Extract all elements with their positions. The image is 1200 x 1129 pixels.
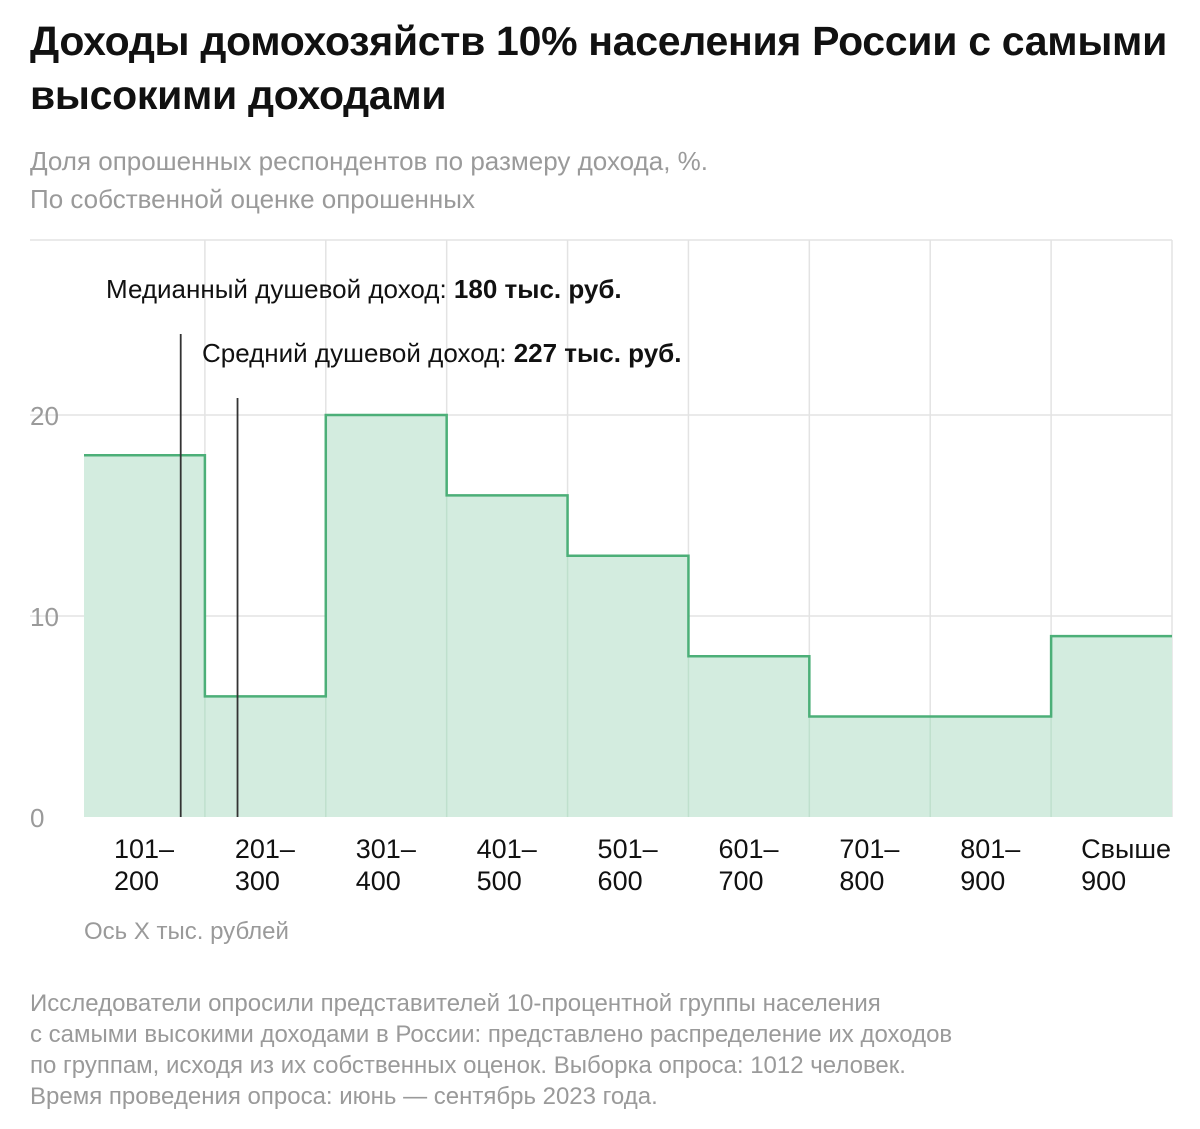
histogram-bar <box>567 555 689 817</box>
x-tick-label-line: 301– <box>356 834 416 864</box>
histogram-bar <box>325 415 447 817</box>
histogram-bar <box>809 716 931 817</box>
x-tick-label: 601– 700 <box>718 834 778 896</box>
x-tick-label-line: 200 <box>114 866 159 896</box>
annotation-label: Медианный душевой доход: 180 тыс. руб. <box>106 274 622 304</box>
histogram-bar <box>84 455 205 817</box>
x-tick-label: 401– 500 <box>477 834 537 896</box>
histogram-step-line <box>84 413 1172 718</box>
chart-subtitle: Доля опрошенных респондентов по размеру … <box>30 142 1170 218</box>
x-tick-label-line: Свыше <box>1081 834 1171 864</box>
x-axis-note: Ось Х тыс. рублей <box>84 918 289 945</box>
income-histogram: 0 10 20 Медианный душевой доход: 180 тыс. … <box>30 239 1173 896</box>
x-tick-label-line: 900 <box>960 866 1005 896</box>
x-tick-label: 801– 900 <box>960 834 1020 896</box>
x-tick-label-line: 900 <box>1081 866 1126 896</box>
footer-line: по группам, исходя из их собственных оце… <box>30 1052 906 1079</box>
y-tick-label: 0 <box>30 803 44 833</box>
x-tick-label: 101– 200 <box>114 834 174 896</box>
x-tick-label-line: 401– <box>477 834 537 864</box>
footer-line: Исследователи опросили представителей 10… <box>30 990 881 1017</box>
x-tick-label-line: 700 <box>718 866 763 896</box>
y-tick-label: 10 <box>30 602 59 632</box>
footer-note: Исследователи опросили представителей 10… <box>30 988 1170 1112</box>
x-tick-label-line: 201– <box>235 834 295 864</box>
x-tick-label-line: 500 <box>477 866 522 896</box>
footer-line: с самыми высокими доходами в России: пре… <box>30 1021 953 1048</box>
x-tick-label-line: 601– <box>718 834 778 864</box>
x-tick-label-line: 701– <box>839 834 899 864</box>
area-layer <box>84 413 1172 817</box>
chart-title: Доходы домохозяйств 10% населения России… <box>30 18 1167 118</box>
annotation-label: Средний душевой доход: 227 тыс. руб. <box>202 338 681 368</box>
histogram-bar <box>688 656 810 817</box>
y-tick-label: 20 <box>30 401 59 431</box>
annotation-value: 227 тыс. руб. <box>514 338 682 368</box>
subtitle-line-1: Доля опрошенных респондентов по размеру … <box>30 146 708 176</box>
annotation-text: Средний душевой доход: <box>202 338 514 368</box>
x-tick-label-line: 400 <box>356 866 401 896</box>
x-tick-label-line: 600 <box>598 866 643 896</box>
x-tick-label-line: 800 <box>839 866 884 896</box>
x-tick-label: Свыше 900 <box>1081 834 1171 896</box>
histogram-bar <box>204 696 326 817</box>
annotation-text: Медианный душевой доход: <box>106 274 454 304</box>
x-tick-label: 701– 800 <box>839 834 899 896</box>
x-tick-label-line: 300 <box>235 866 280 896</box>
x-tick-label-line: 101– <box>114 834 174 864</box>
histogram-bar <box>930 716 1052 817</box>
x-tick-label: 501– 600 <box>598 834 658 896</box>
x-tick-label: 201– 300 <box>235 834 295 896</box>
subtitle-line-2: По собственной оценке опрошенных <box>30 184 475 214</box>
x-tick-label-line: 801– <box>960 834 1020 864</box>
footer-line: Время проведения опроса: июнь — сентябрь… <box>30 1083 658 1110</box>
x-tick-label-line: 501– <box>598 834 658 864</box>
marker-layer: Медианный душевой доход: 180 тыс. руб. Ср… <box>106 274 681 817</box>
x-tick-label: 301– 400 <box>356 834 416 896</box>
histogram-bar <box>1051 636 1172 817</box>
annotation-value: 180 тыс. руб. <box>454 274 622 304</box>
histogram-bar <box>446 495 568 817</box>
